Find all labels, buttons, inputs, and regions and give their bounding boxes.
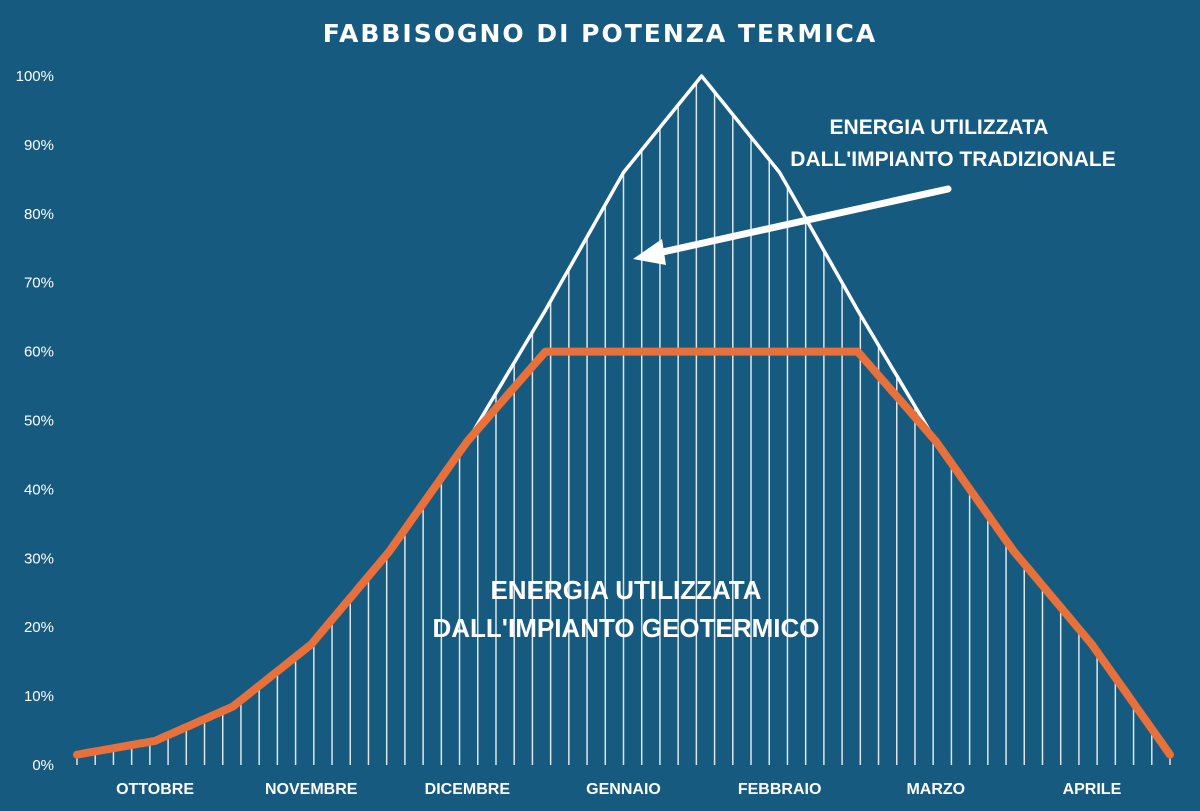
y-tick-label: 20% bbox=[24, 619, 54, 636]
y-tick-label: 50% bbox=[24, 413, 54, 430]
y-tick-label: 90% bbox=[24, 137, 54, 154]
x-tick-label: GENNAIO bbox=[586, 781, 661, 798]
annotation-traditional-line-2: DALL'IMPIANTO TRADIZIONALE bbox=[790, 148, 1115, 171]
y-tick-label: 100% bbox=[16, 68, 54, 85]
annotation-traditional-line-1: ENERGIA UTILIZZATA bbox=[830, 116, 1049, 139]
x-axis: OTTOBRE NOVEMBRE DICEMBRE GENNAIO FEBBRAIO MA… bbox=[116, 781, 1121, 798]
y-tick-label: 30% bbox=[24, 550, 54, 567]
x-tick-label: FEBBRAIO bbox=[738, 781, 822, 798]
x-tick-label: APRILE bbox=[1063, 781, 1122, 798]
curves bbox=[73, 74, 1174, 759]
x-tick-label: DICEMBRE bbox=[425, 781, 511, 798]
y-tick-label: 60% bbox=[24, 344, 54, 361]
x-tick-label: OTTOBRE bbox=[116, 781, 194, 798]
x-tick-label: MARZO bbox=[906, 781, 965, 798]
annotation-geothermal-line-1: ENERGIA UTILIZZATA bbox=[490, 575, 761, 605]
arrow-shaft bbox=[654, 185, 952, 257]
y-tick-label: 70% bbox=[24, 275, 54, 292]
y-tick-label: 0% bbox=[32, 757, 54, 774]
hatch-lines bbox=[76, 82, 1171, 765]
y-tick-label: 80% bbox=[24, 206, 54, 223]
y-tick-label: 10% bbox=[24, 688, 54, 705]
chart-title: FABBISOGNO DI POTENZA TERMICA bbox=[323, 19, 877, 48]
y-tick-label: 40% bbox=[24, 481, 54, 498]
y-axis: 0% 10% 20% 30% 40% 50% 60% 70% 80% 90% 100% bbox=[16, 68, 54, 774]
annotation-geothermal-line-2: DALL'IMPIANTO GEOTERMICO bbox=[432, 613, 819, 643]
x-tick-label: NOVEMBRE bbox=[265, 781, 358, 798]
series-line bbox=[73, 347, 1174, 759]
annotation-arrow bbox=[633, 185, 952, 265]
arrow-head bbox=[633, 239, 666, 265]
